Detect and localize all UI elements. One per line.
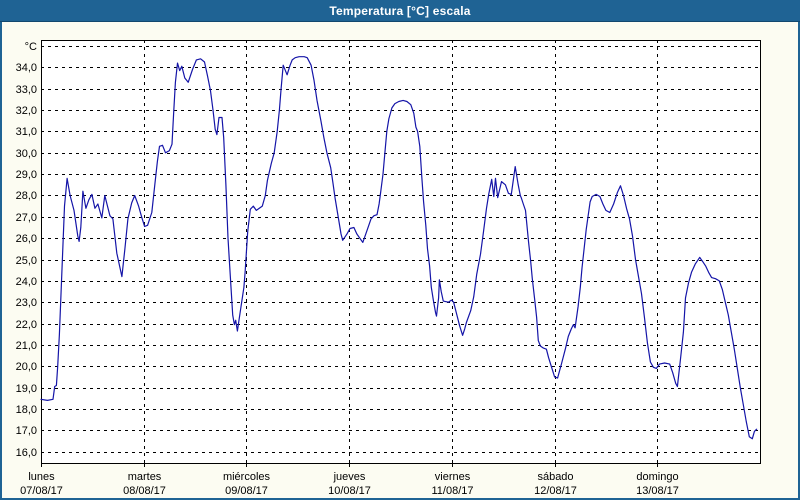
y-axis-tick-label: 19,0: [16, 383, 37, 395]
x-axis-day-label: martes: [128, 471, 162, 483]
y-axis-tick-label: 20,0: [16, 361, 37, 373]
y-axis-tick-label: 24,0: [16, 276, 37, 288]
y-axis-tick-label: 22,0: [16, 319, 37, 331]
x-axis-day-label: viernes: [435, 471, 471, 483]
x-axis-date-label: 09/08/17: [225, 485, 268, 497]
y-axis-tick-label: 23,0: [16, 297, 37, 309]
y-axis-unit-label: °C: [25, 41, 37, 53]
x-axis-day-label: miércoles: [223, 471, 271, 483]
temperature-line: [40, 56, 758, 440]
y-axis-tick-label: 28,0: [16, 190, 37, 202]
y-axis-tick-label: 16,0: [16, 447, 37, 459]
x-axis-day-label: lunes: [28, 471, 55, 483]
y-axis-tick-label: 27,0: [16, 212, 37, 224]
y-axis-tick-label: 34,0: [16, 62, 37, 74]
y-axis-tick-label: 18,0: [16, 404, 37, 416]
y-axis-tick-label: 31,0: [16, 126, 37, 138]
window-title: Temperatura [°C] escala: [329, 3, 471, 18]
x-axis-day-label: jueves: [333, 471, 366, 483]
x-axis-date-label: 07/08/17: [20, 485, 63, 497]
plot-area: [41, 40, 760, 463]
x-axis-date-label: 13/08/17: [636, 485, 679, 497]
y-axis-tick-label: 29,0: [16, 169, 37, 181]
x-axis-date-label: 10/08/17: [328, 485, 371, 497]
y-axis-tick-label: 33,0: [16, 84, 37, 96]
y-axis-tick-label: 26,0: [16, 233, 37, 245]
x-axis-date-label: 12/08/17: [534, 485, 577, 497]
x-axis-day-label: domingo: [636, 471, 678, 483]
y-axis-tick-label: 30,0: [16, 148, 37, 160]
x-axis-date-label: 11/08/17: [431, 485, 473, 497]
window-titlebar[interactable]: Temperatura [°C] escala: [0, 0, 800, 22]
y-axis-tick-label: 17,0: [16, 425, 37, 437]
plot-frame: [41, 40, 761, 464]
y-axis-tick-label: 25,0: [16, 255, 37, 267]
x-axis-day-label: sábado: [537, 471, 573, 483]
y-axis-tick-label: 21,0: [16, 340, 37, 352]
x-axis-date-label: 08/08/17: [123, 485, 166, 497]
y-axis-tick-label: 32,0: [16, 105, 37, 117]
